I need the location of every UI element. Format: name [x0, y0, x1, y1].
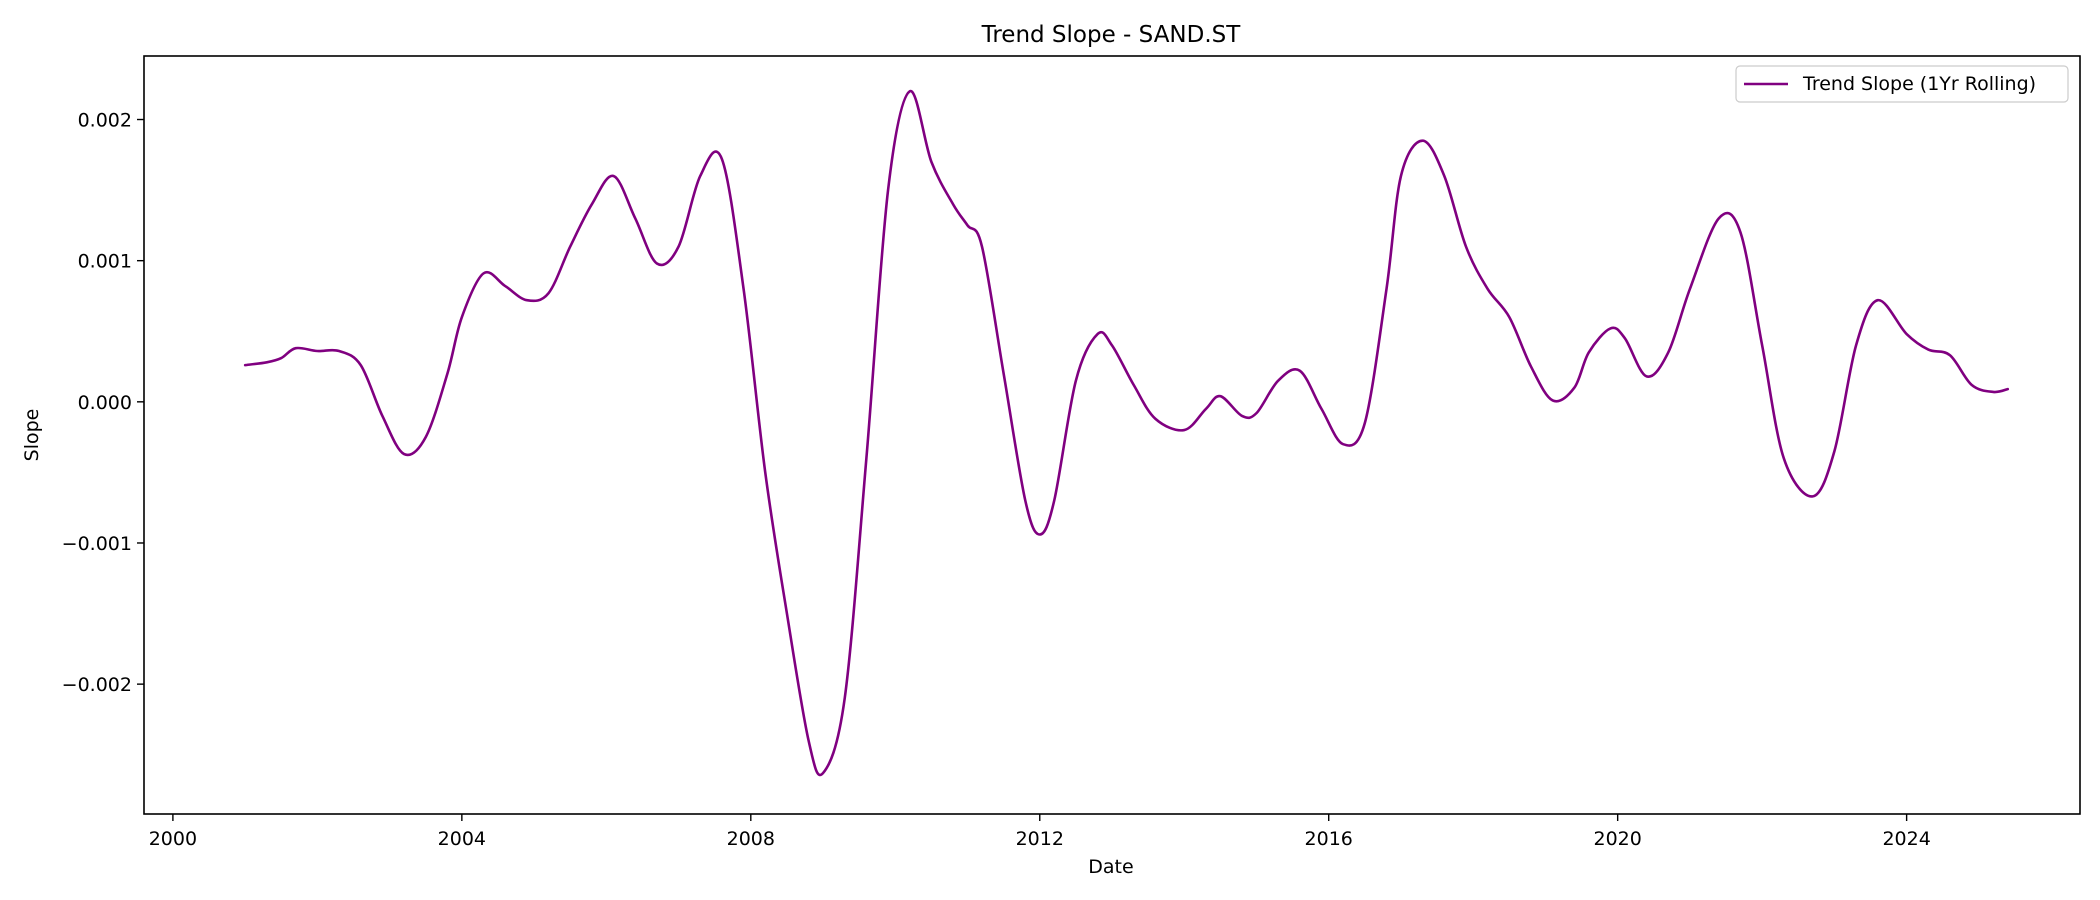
y-tick-label: 0.000: [78, 392, 132, 414]
series-line-0: [243, 89, 2010, 777]
y-tick-label: −0.001: [62, 533, 132, 555]
x-axis: 2000 2004 2008 2012 2016 2020 2024: [149, 814, 1931, 850]
x-axis-label: Date: [1088, 856, 1133, 878]
plot-area: [243, 89, 2010, 777]
chart-title: Trend Slope - SAND.ST: [981, 22, 1242, 48]
y-tick-label: 0.001: [78, 251, 132, 273]
x-tick-label: 2024: [1882, 828, 1930, 850]
x-tick-label: 2020: [1593, 828, 1641, 850]
legend-box: [1735, 65, 2069, 103]
y-axis: −0.002 −0.001 0.000 0.001 0.002: [62, 110, 144, 696]
x-tick-label: 2004: [438, 828, 486, 850]
y-tick-label: 0.002: [78, 110, 132, 132]
plot-frame: [143, 55, 2081, 815]
y-axis-label: Slope: [21, 409, 43, 462]
legend: Trend Slope (1Yr Rolling): [1735, 65, 2069, 103]
x-tick-label: 2008: [727, 828, 775, 850]
x-tick-label: 2012: [1016, 828, 1064, 850]
x-tick-label: 2016: [1305, 828, 1353, 850]
x-tick-label: 2000: [149, 828, 197, 850]
y-tick-label: −0.002: [62, 674, 132, 696]
legend-label: Trend Slope (1Yr Rolling): [1802, 73, 2036, 95]
